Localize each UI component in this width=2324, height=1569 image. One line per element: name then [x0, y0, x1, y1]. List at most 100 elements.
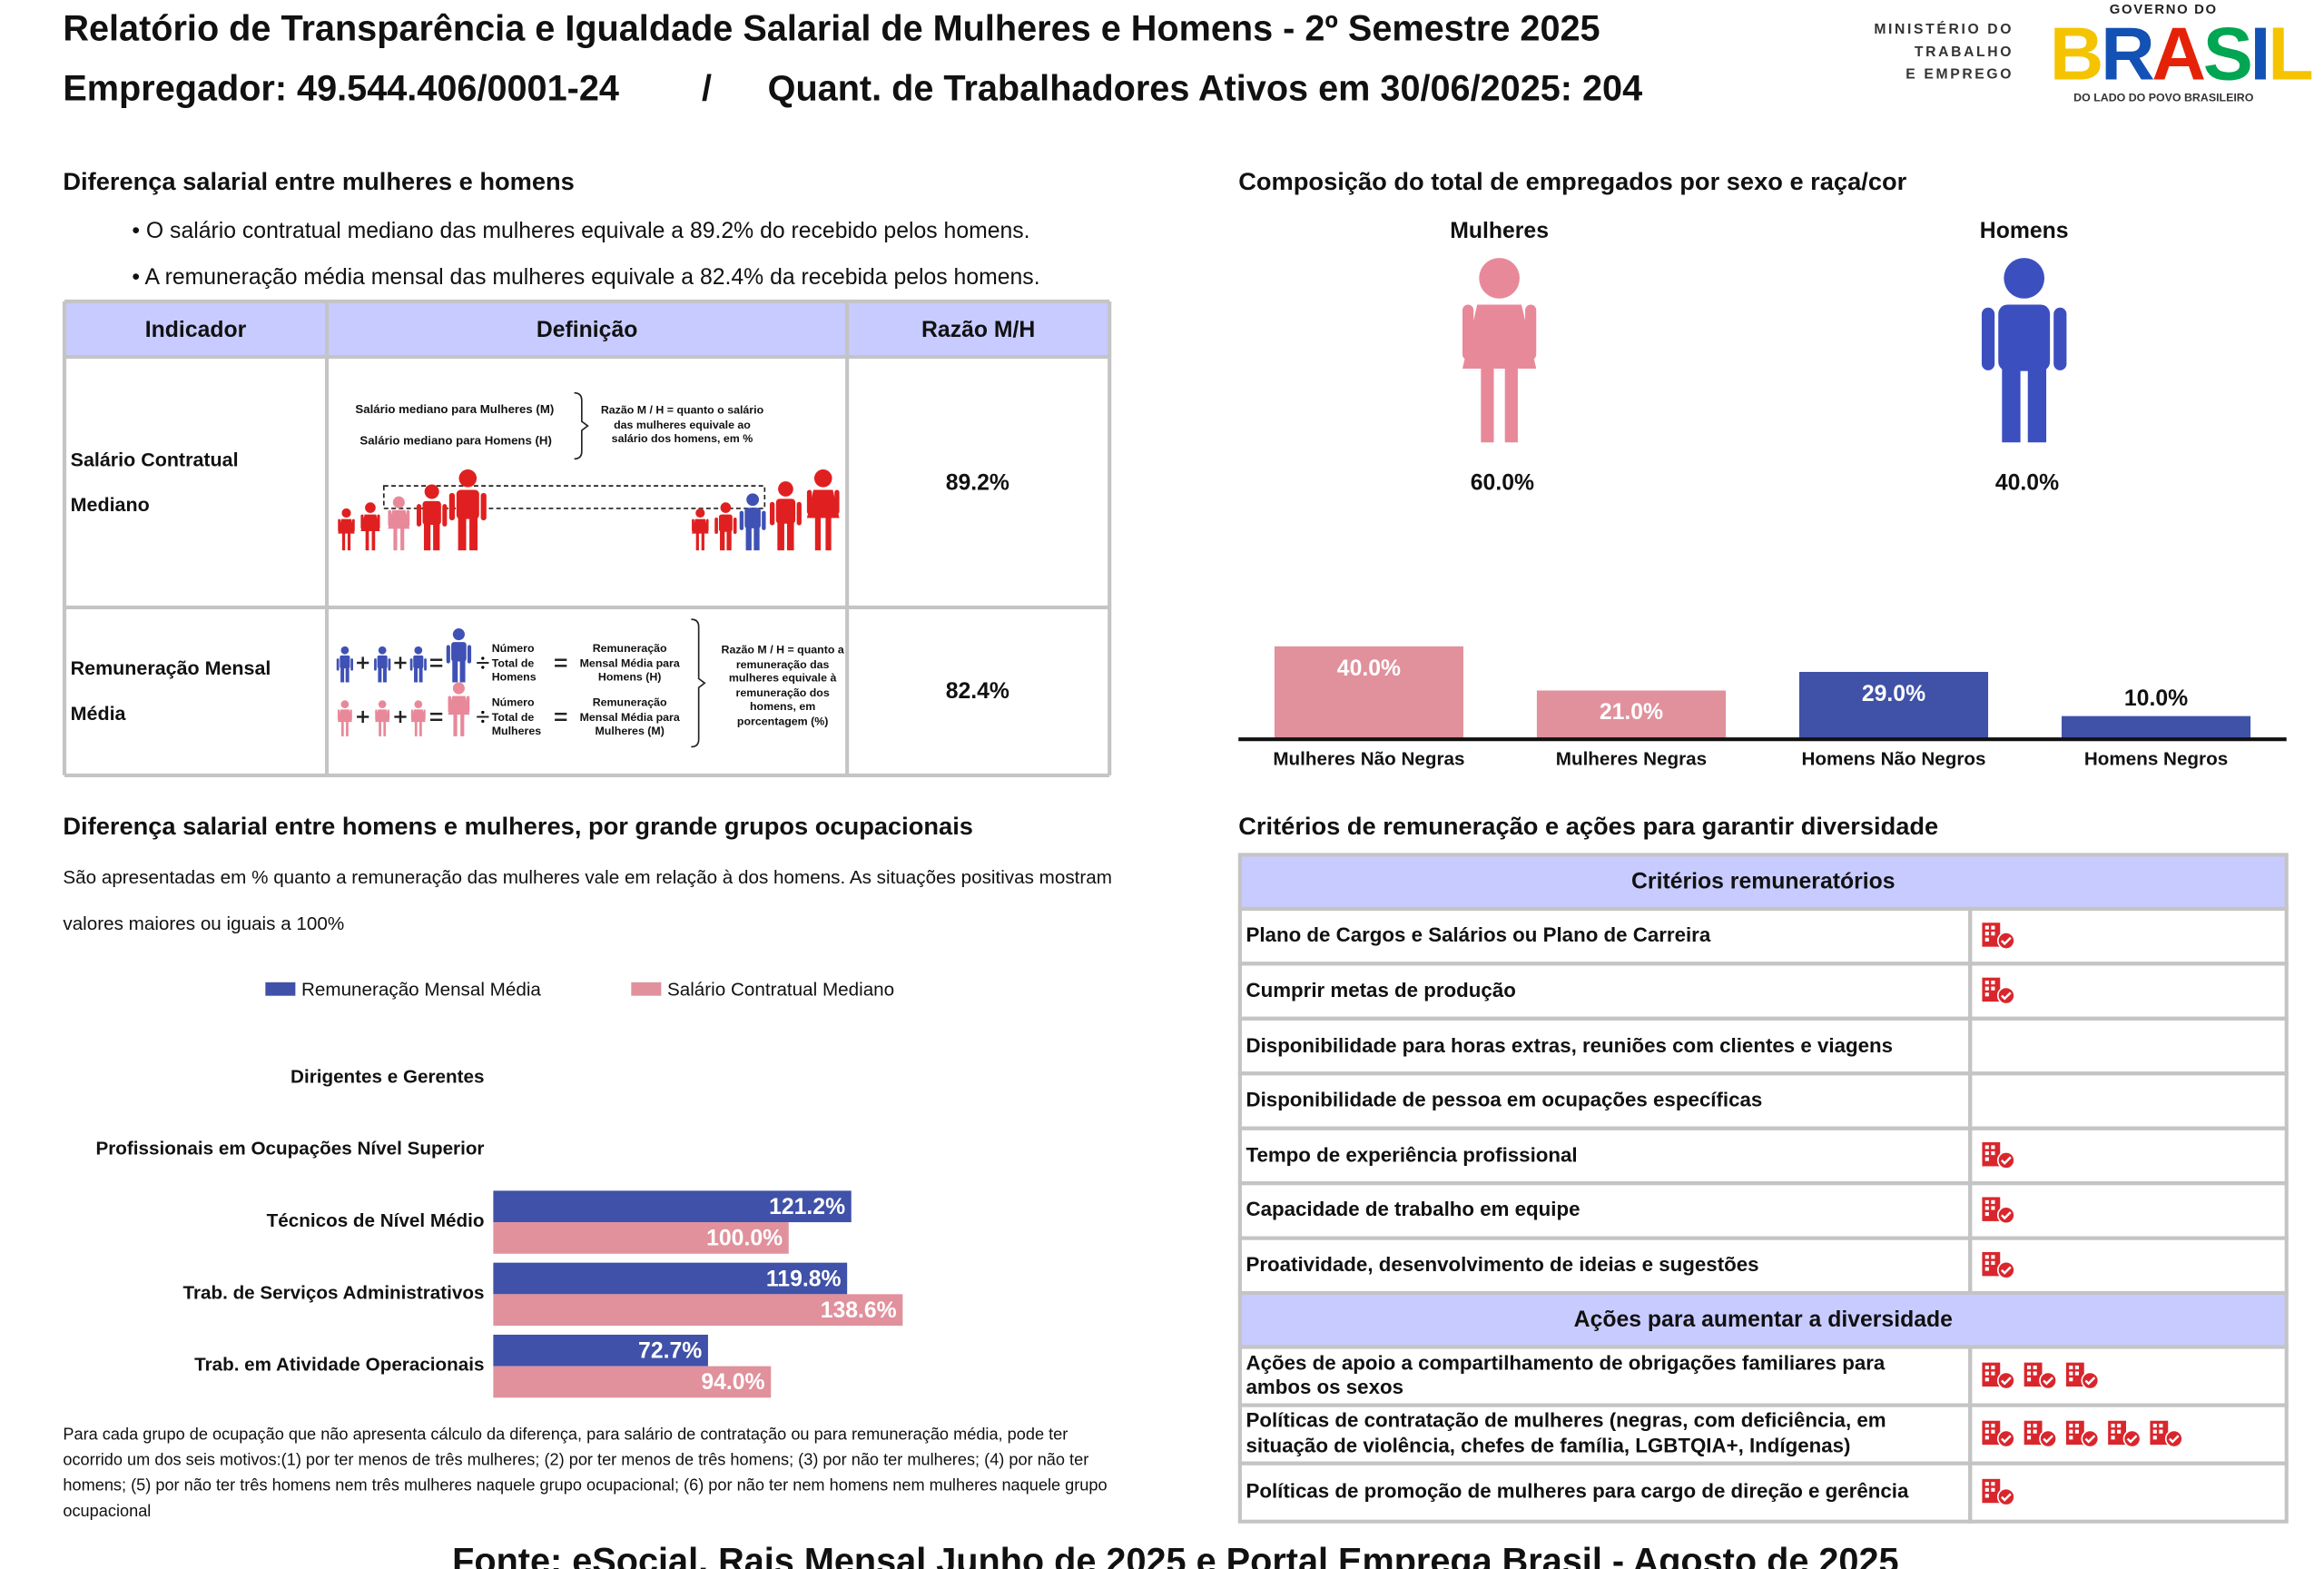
leg: [346, 721, 349, 736]
criterion-label: Capacidade de trabalho em equipe: [1246, 1198, 1581, 1221]
person-label: Mulheres: [1450, 218, 1550, 244]
icon-window: [1991, 1199, 1995, 1204]
leg: [453, 713, 458, 736]
criterion-label: Cumprir metas de produção: [1246, 978, 1516, 1002]
gov-tagline: DO LADO DO POVO BRASILEIRO: [2073, 90, 2254, 104]
diagram-text: Salário mediano para Homens (H): [359, 434, 552, 449]
category-label: Trab. em Atividade Operacionais: [194, 1354, 485, 1376]
divide: [481, 710, 485, 715]
icon-window: [1984, 1255, 1989, 1259]
icon-window: [1984, 1206, 1989, 1210]
dress: [375, 709, 390, 723]
icon-check: [2001, 1435, 2012, 1444]
icon-window: [2074, 1365, 2079, 1370]
arm: [1981, 307, 1995, 370]
icon-window: [1991, 932, 1995, 936]
diagram-text: Razão M / H = quanto a remuneração das m…: [721, 642, 844, 728]
diagram-text: Salário mediano para Mulheres (M): [355, 402, 555, 417]
arm: [374, 658, 377, 671]
criterion-label: Ações de apoio a compartilhamento de obr…: [1246, 1351, 1886, 1399]
icon-check: [2001, 1493, 2012, 1502]
person-icon: [410, 700, 426, 736]
arm: [424, 658, 427, 671]
ratio-value: 82.4%: [945, 678, 1009, 705]
head: [452, 628, 465, 641]
bar: [493, 1334, 708, 1367]
icon-check: [2043, 1435, 2053, 1444]
bar-value-label: 21.0%: [1599, 700, 1664, 726]
icon-window: [2074, 1429, 2079, 1434]
leg: [340, 721, 344, 736]
leg: [382, 666, 387, 683]
section-title: Diferença salarial entre mulheres e home…: [63, 168, 575, 196]
arm: [796, 501, 802, 526]
torso: [413, 655, 424, 669]
icon-window: [1984, 1150, 1989, 1156]
person-icon: [374, 646, 391, 683]
bar: [493, 1366, 772, 1398]
arm: [416, 504, 422, 527]
diagram-text: Remuneração Mensal Média para Homens (H): [579, 641, 680, 684]
arm: [375, 709, 378, 721]
arm: [762, 510, 766, 530]
icon-window: [2159, 1429, 2163, 1434]
icon-window: [2111, 1436, 2115, 1440]
arm: [714, 517, 718, 534]
dress: [410, 709, 426, 723]
icon-check: [2126, 1435, 2138, 1444]
icon-window: [2117, 1429, 2122, 1434]
gov-label: GOVERNO DO: [2109, 1, 2218, 17]
icon-window: [1991, 1365, 1995, 1370]
leg: [365, 529, 369, 551]
person-icon: [360, 502, 380, 551]
criteria-icon: [1982, 1478, 2015, 1506]
dress: [338, 518, 355, 534]
leg: [393, 528, 398, 551]
arm: [446, 645, 450, 664]
row-cell: [1968, 1016, 2289, 1076]
bar-value-label: 40.0%: [1336, 656, 1402, 682]
arm: [806, 489, 812, 515]
torso: [340, 655, 350, 669]
criterion-label: Políticas de promoção de mulheres para c…: [1246, 1480, 1909, 1503]
icon-window: [1984, 932, 1989, 936]
icon-window: [2069, 1377, 2073, 1382]
criteria-icon: [1982, 1420, 2015, 1448]
leg: [726, 528, 732, 551]
section-title: Composição do total de empregados por se…: [1238, 168, 1907, 196]
arm: [336, 658, 340, 671]
section-header-bg: [1237, 1290, 2289, 1349]
bullet: • A remuneração média mensal das mulhere…: [132, 264, 1040, 291]
report-title: Relatório de Transparência e Igualdade S…: [63, 8, 1600, 50]
criterion-label: Disponibilidade de pessoa em ocupações e…: [1246, 1088, 1763, 1111]
separator: /: [701, 68, 712, 110]
leg: [825, 516, 832, 551]
leg: [460, 713, 465, 736]
leg: [814, 516, 822, 551]
head: [341, 508, 351, 518]
person-label: Homens: [1979, 218, 2069, 244]
dress: [337, 709, 352, 723]
leg: [458, 514, 467, 551]
arm: [448, 492, 456, 521]
icon-window: [2026, 1436, 2032, 1440]
torso: [377, 655, 388, 669]
icon-window: [1991, 1255, 1995, 1259]
icon-window: [2069, 1365, 2073, 1370]
dress: [1462, 304, 1537, 369]
arm: [409, 658, 413, 671]
head: [392, 496, 405, 508]
person-icon: [446, 628, 472, 683]
icon-window: [2111, 1424, 2115, 1428]
leg: [720, 528, 725, 551]
person-icon: [448, 682, 470, 736]
leg: [419, 721, 422, 736]
icon-building: [2024, 1362, 2043, 1387]
arm: [448, 696, 452, 713]
icon-window: [1984, 1429, 1989, 1434]
icon-window: [1984, 1267, 1989, 1271]
icon-building: [2024, 1420, 2043, 1446]
icon-window: [2026, 1371, 2032, 1376]
icon-window: [2069, 1429, 2073, 1434]
arm: [388, 509, 392, 527]
